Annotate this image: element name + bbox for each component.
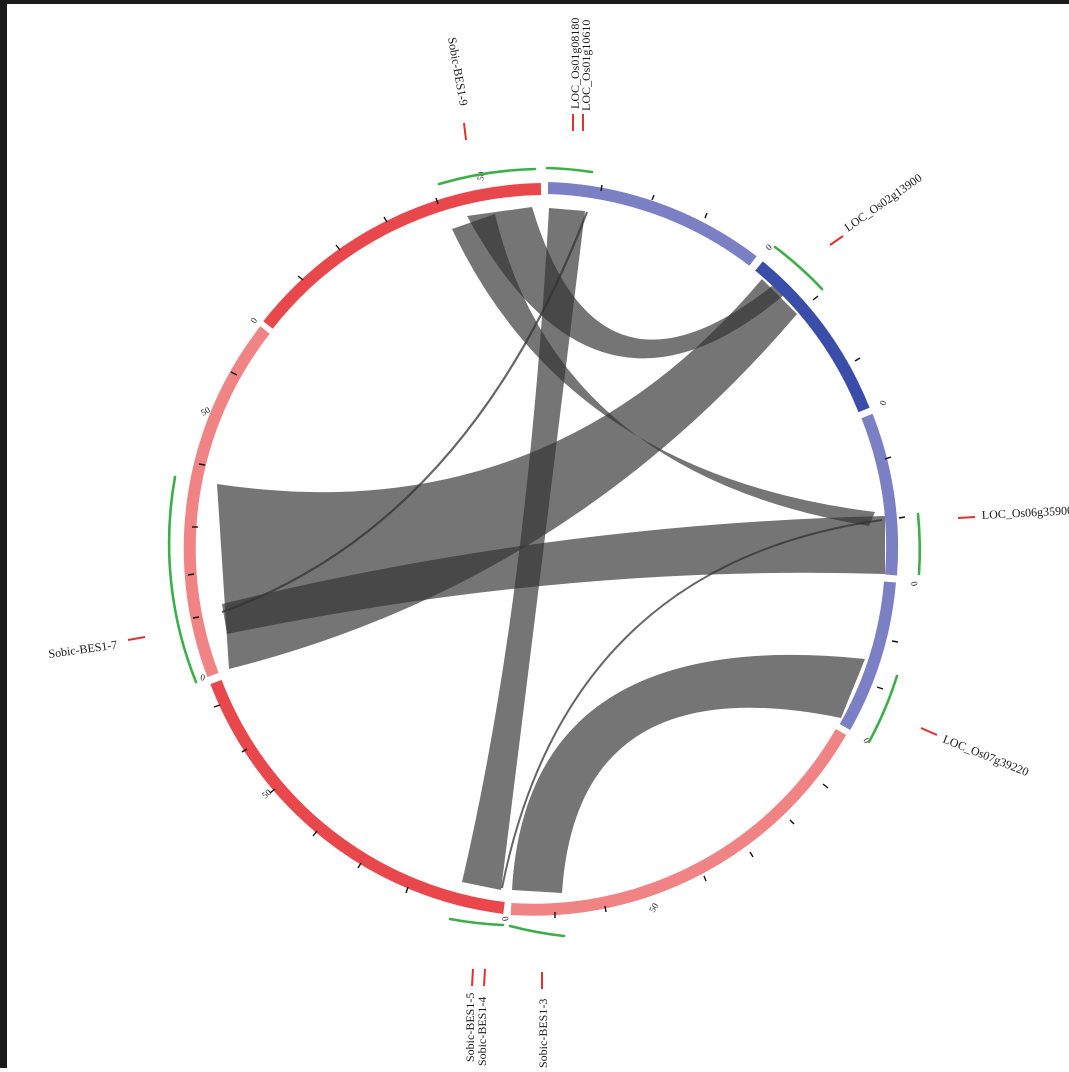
tick — [435, 197, 439, 205]
tick — [198, 463, 206, 466]
tick — [749, 851, 754, 858]
link-ribbon — [462, 208, 585, 890]
tick — [192, 616, 200, 619]
segment-rice-right — [861, 413, 899, 576]
gene-label-sobic-bes1-4: Sobic-BES1-4 — [475, 997, 489, 1066]
gene-marker — [483, 968, 486, 987]
tick — [898, 516, 906, 519]
gene-marker — [920, 727, 938, 736]
link-ribbon — [222, 516, 885, 634]
link-ribbon — [467, 207, 785, 359]
tick-label: 50 — [475, 170, 486, 181]
tick — [703, 875, 707, 882]
link-ribbon — [512, 654, 865, 893]
tick — [876, 686, 884, 690]
tick — [822, 783, 829, 789]
segment-sorghum-top — [263, 183, 542, 329]
segment-rice-upperright — [755, 261, 870, 413]
synteny-links — [217, 207, 885, 893]
gene-arc — [773, 245, 824, 291]
tick — [213, 704, 221, 708]
gene-marker — [829, 235, 844, 246]
tick — [891, 640, 899, 643]
tick-label: 50 — [260, 787, 274, 801]
link-line — [221, 211, 589, 614]
tick — [789, 819, 795, 825]
tick — [241, 748, 248, 753]
circos-plot: 50 0 50 0 50 0 50 0 0 0 0 Sobic-BES1 — [47, 18, 1069, 1068]
tick — [230, 371, 238, 376]
gene-label-sobic-bes1-3: Sobic-BES1-3 — [536, 999, 550, 1068]
tick — [312, 830, 318, 837]
segment-sorghum-bottom — [510, 729, 847, 916]
tick-label: 0 — [764, 242, 774, 253]
gene-label-loc-os01g08180: LOC_Os01g08180 — [568, 18, 582, 109]
tick-label: 50 — [647, 901, 660, 914]
tick — [812, 295, 819, 301]
ideogram-ring — [183, 182, 899, 916]
segment-sorghum-left — [183, 326, 270, 678]
gene-marker — [463, 122, 467, 141]
tick — [297, 275, 304, 281]
gene-label-loc-os01g10610: LOC_Os01g10610 — [579, 20, 593, 111]
gene-label-sobic-bes1-7: Sobic-BES1-7 — [47, 637, 118, 661]
segment-rice-lowerright — [839, 581, 896, 730]
gene-label-sobic-bes1-5: Sobic-BES1-5 — [463, 993, 477, 1062]
segment-sorghum-lowerleft — [210, 679, 505, 914]
gene-arc — [437, 167, 537, 186]
tick — [884, 456, 892, 460]
link-line — [501, 519, 883, 889]
link-ribbon — [217, 279, 797, 669]
tick-label: 0 — [877, 399, 888, 407]
gene-arc — [167, 475, 198, 684]
tick-label: 0 — [248, 315, 259, 325]
gene-label-sobic-bes1-9: Sobic-BES1-9 — [445, 36, 471, 107]
gene-arc — [916, 512, 922, 576]
gene-label-loc-os07g39220: LOC_Os07g39220 — [941, 732, 1031, 779]
tick-label: 0 — [861, 736, 872, 745]
tick — [600, 184, 603, 192]
tick — [187, 573, 195, 576]
tick — [704, 212, 708, 219]
gene-marker — [471, 968, 474, 987]
tick — [405, 886, 409, 894]
tick — [357, 862, 362, 869]
tick — [854, 357, 861, 362]
tick — [335, 244, 341, 251]
tick — [269, 788, 276, 794]
gene-markers — [127, 114, 976, 989]
tick-label: 0 — [500, 916, 511, 923]
gene-marker — [127, 636, 146, 641]
gene-position-arcs — [167, 166, 922, 938]
tick-label: 0 — [909, 581, 920, 588]
gene-arc — [867, 674, 899, 744]
gene-marker — [957, 516, 976, 519]
tick — [383, 216, 388, 223]
gene-label-loc-os02g13900: LOC_Os02g13900 — [842, 171, 925, 235]
gene-arc — [508, 924, 566, 938]
tick — [651, 194, 655, 201]
gene-arc — [545, 166, 594, 174]
segment-rice-top — [547, 182, 757, 266]
tick — [604, 905, 607, 913]
tick-marks — [187, 184, 906, 918]
gene-label-loc-os06g35900: LOC_Os06g35900 — [981, 503, 1069, 522]
gene-arc — [448, 917, 505, 927]
tick-label: 0 — [200, 672, 207, 683]
